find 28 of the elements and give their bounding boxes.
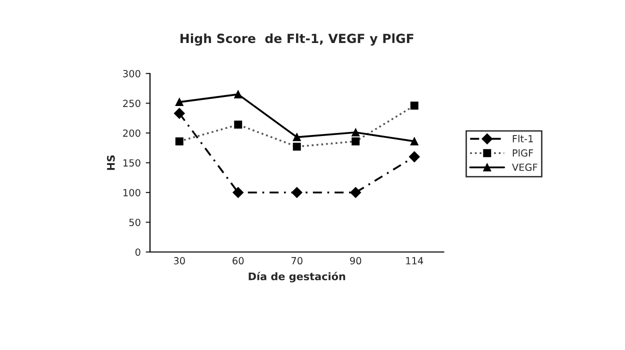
- point: [292, 133, 301, 142]
- point: [175, 98, 184, 106]
- point: [232, 187, 244, 198]
- point: [174, 108, 185, 119]
- x-axis-title: Día de gestación: [248, 272, 346, 282]
- y-tick-label: 300: [123, 70, 140, 78]
- point: [352, 128, 360, 136]
- x-tick-label: 90: [350, 257, 362, 264]
- point: [234, 90, 242, 98]
- x-tick-label: 70: [291, 257, 302, 264]
- legend-label: Flt-1: [512, 134, 533, 142]
- x-tick-label: 30: [174, 257, 185, 264]
- legend-label: PlGF: [512, 149, 534, 157]
- point: [410, 137, 418, 146]
- y-tick-label: 200: [123, 129, 140, 137]
- x-tick-label: 114: [406, 257, 424, 264]
- legend-label: VEGF: [512, 164, 538, 171]
- y-tick-label: 0: [135, 248, 140, 256]
- y-tick-label: 150: [123, 159, 140, 167]
- point: [350, 187, 362, 198]
- x-tick-label: 60: [232, 257, 244, 264]
- point: [291, 187, 302, 198]
- y-tick-label: 100: [123, 188, 140, 196]
- point: [408, 151, 420, 162]
- y-axis-title: HS: [106, 155, 115, 170]
- chart-title: High Score de Flt-1, VEGF y PlGF: [180, 33, 414, 46]
- y-tick-label: 50: [129, 218, 140, 226]
- y-tick-label: 250: [123, 100, 140, 108]
